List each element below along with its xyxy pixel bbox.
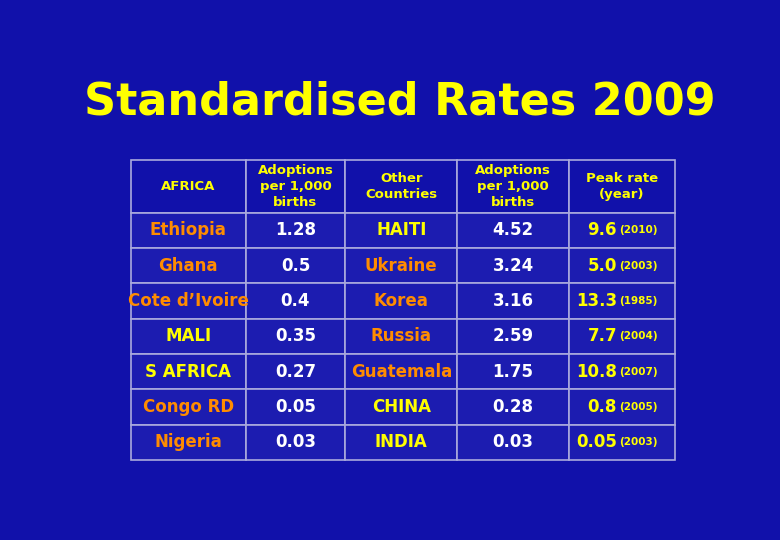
Text: S AFRICA: S AFRICA xyxy=(145,362,231,381)
Text: (1985): (1985) xyxy=(619,296,658,306)
Bar xyxy=(346,160,457,213)
Text: (2010): (2010) xyxy=(619,226,658,235)
Text: Nigeria: Nigeria xyxy=(154,433,222,451)
Text: AFRICA: AFRICA xyxy=(161,180,215,193)
Text: 1.75: 1.75 xyxy=(493,362,534,381)
Text: (2007): (2007) xyxy=(619,367,658,376)
Bar xyxy=(457,389,569,424)
Bar xyxy=(457,248,569,284)
Bar xyxy=(346,213,457,248)
Bar xyxy=(246,389,346,424)
Bar xyxy=(346,284,457,319)
Text: (2003): (2003) xyxy=(619,437,658,447)
Text: 0.5: 0.5 xyxy=(281,256,310,275)
Text: HAITI: HAITI xyxy=(376,221,427,239)
Bar xyxy=(457,213,569,248)
Bar xyxy=(246,160,346,213)
Text: 2.59: 2.59 xyxy=(492,327,534,345)
Text: 0.03: 0.03 xyxy=(275,433,316,451)
Text: 3.24: 3.24 xyxy=(492,256,534,275)
Bar xyxy=(569,160,675,213)
Text: 10.8: 10.8 xyxy=(576,362,617,381)
Bar xyxy=(346,319,457,354)
Text: 0.27: 0.27 xyxy=(275,362,316,381)
Bar xyxy=(246,354,346,389)
Bar xyxy=(569,248,675,284)
Bar xyxy=(569,354,675,389)
Bar xyxy=(131,319,246,354)
Bar xyxy=(569,389,675,424)
Bar xyxy=(131,284,246,319)
Bar xyxy=(569,319,675,354)
Bar xyxy=(569,213,675,248)
Bar xyxy=(246,248,346,284)
Bar xyxy=(246,213,346,248)
Text: Guatemala: Guatemala xyxy=(351,362,452,381)
Text: (2005): (2005) xyxy=(619,402,658,412)
Text: INDIA: INDIA xyxy=(375,433,427,451)
Text: Standardised Rates 2009: Standardised Rates 2009 xyxy=(84,80,715,124)
Text: 0.05: 0.05 xyxy=(576,433,617,451)
Bar xyxy=(346,389,457,424)
Bar xyxy=(346,248,457,284)
Text: Russia: Russia xyxy=(370,327,432,345)
Text: 0.28: 0.28 xyxy=(493,398,534,416)
Text: 0.05: 0.05 xyxy=(275,398,316,416)
Text: 0.4: 0.4 xyxy=(281,292,310,310)
Text: Peak rate
(year): Peak rate (year) xyxy=(586,172,658,201)
Text: 1.28: 1.28 xyxy=(275,221,316,239)
Text: 3.16: 3.16 xyxy=(493,292,534,310)
Text: 7.7: 7.7 xyxy=(587,327,617,345)
Text: 4.52: 4.52 xyxy=(492,221,534,239)
Text: Cote d’Ivoire: Cote d’Ivoire xyxy=(128,292,249,310)
Bar xyxy=(246,284,346,319)
Text: Adoptions
per 1,000
births: Adoptions per 1,000 births xyxy=(475,164,551,209)
Text: Other
Countries: Other Countries xyxy=(365,172,438,201)
Text: Korea: Korea xyxy=(374,292,429,310)
Bar xyxy=(457,319,569,354)
Bar xyxy=(131,160,246,213)
Text: 0.35: 0.35 xyxy=(275,327,316,345)
Text: Ethiopia: Ethiopia xyxy=(150,221,227,239)
Bar xyxy=(131,424,246,460)
Bar xyxy=(246,424,346,460)
Text: Ghana: Ghana xyxy=(158,256,218,275)
Text: (2003): (2003) xyxy=(619,261,658,271)
Bar xyxy=(457,160,569,213)
Bar xyxy=(131,354,246,389)
Text: CHINA: CHINA xyxy=(372,398,431,416)
Bar xyxy=(246,319,346,354)
Bar xyxy=(457,354,569,389)
Bar xyxy=(457,284,569,319)
Text: MALI: MALI xyxy=(165,327,211,345)
Text: 0.8: 0.8 xyxy=(587,398,617,416)
Bar xyxy=(346,354,457,389)
Text: Ukraine: Ukraine xyxy=(365,256,438,275)
Bar xyxy=(569,284,675,319)
Bar xyxy=(346,424,457,460)
Text: Adoptions
per 1,000
births: Adoptions per 1,000 births xyxy=(257,164,333,209)
Bar xyxy=(457,424,569,460)
Bar xyxy=(131,213,246,248)
Text: (2004): (2004) xyxy=(619,332,658,341)
Text: Congo RD: Congo RD xyxy=(143,398,234,416)
Text: 5.0: 5.0 xyxy=(587,256,617,275)
Bar xyxy=(131,389,246,424)
Text: 0.03: 0.03 xyxy=(493,433,534,451)
Bar xyxy=(569,424,675,460)
Text: 9.6: 9.6 xyxy=(587,221,617,239)
Bar xyxy=(131,248,246,284)
Text: 13.3: 13.3 xyxy=(576,292,617,310)
